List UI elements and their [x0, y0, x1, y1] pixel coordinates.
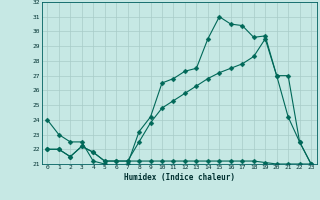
X-axis label: Humidex (Indice chaleur): Humidex (Indice chaleur) [124, 173, 235, 182]
